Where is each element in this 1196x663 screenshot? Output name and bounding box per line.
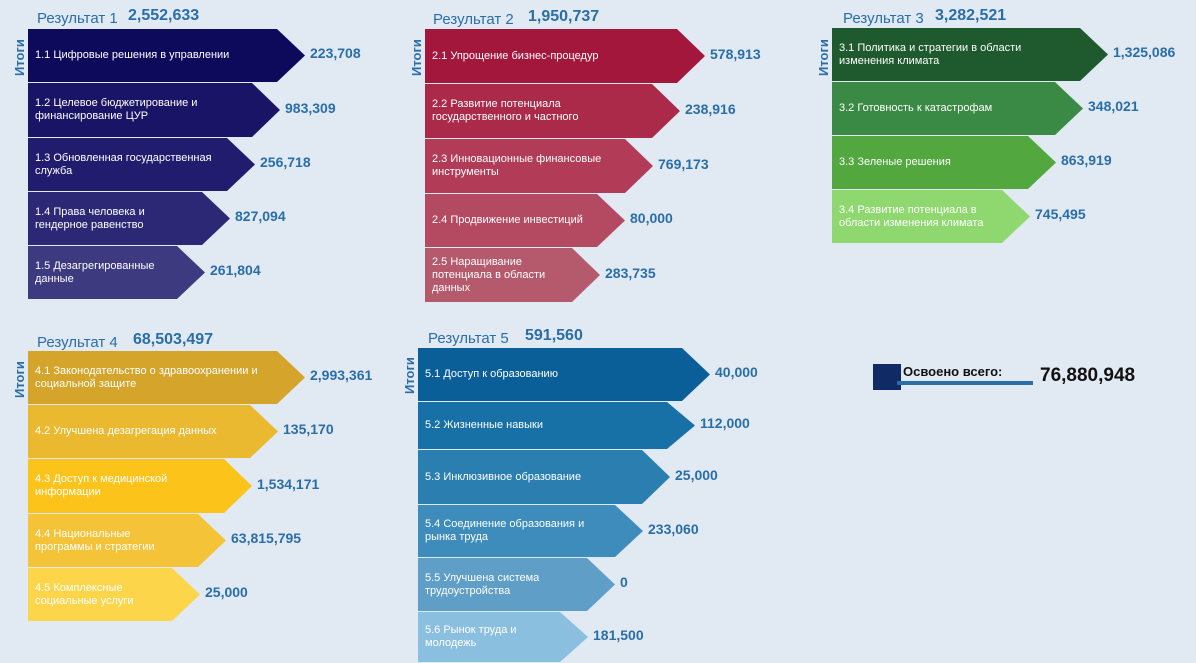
arrow-shape: 5.4 Соединение образования и рынка труда <box>418 505 643 557</box>
group-title: Результат 3 <box>843 10 924 27</box>
group-total: 2,552,633 <box>128 7 200 24</box>
item-value: 1,534,171 <box>257 475 320 492</box>
summary-label: Освоено всего: <box>903 364 1003 379</box>
item-label: 4.5 Комплексные социальные услуги <box>35 581 134 607</box>
arrow-shape: 1.4 Права человека и гендерное равенство <box>28 192 230 245</box>
item-value: 238,916 <box>685 100 736 117</box>
group-title: Результат 2 <box>433 11 514 28</box>
item-label: 1.5 Дезагрегированные данные <box>35 259 155 285</box>
item-value: 25,000 <box>205 584 248 600</box>
arrow-shape: 2.2 Развитие потенциала государственного… <box>425 84 680 138</box>
item-value: 112,000 <box>700 415 750 431</box>
summary-icon <box>873 364 901 390</box>
item-value: 135,170 <box>283 421 334 437</box>
item-value: 348,021 <box>1088 98 1139 114</box>
item-value: 983,309 <box>285 99 336 116</box>
item-label: 3.4 Развитие потенциала в области измене… <box>839 203 984 229</box>
arrow-shape: 5.3 Инклюзивное образование <box>418 450 670 504</box>
item-label: 2.4 Продвижение инвестиций <box>432 214 583 226</box>
item-label: 5.6 Рынок труда и молодежь <box>425 624 517 649</box>
item-value: 1,325,086 <box>1113 44 1176 60</box>
item-label: 5.3 Инклюзивное образование <box>425 470 582 483</box>
arrow-shape: 5.5 Улучшена система трудоустройства <box>418 558 615 611</box>
item-value: 769,173 <box>658 155 709 172</box>
arrow-shape: 2.1 Упрощение бизнес-процедур <box>425 29 705 83</box>
item-value: 233,060 <box>648 520 699 537</box>
arrow-shape: 5.1 Доступ к образованию <box>418 348 710 401</box>
item-label: 2.5 Наращивание потенциала в области дан… <box>432 255 546 294</box>
arrow-shape: 3.1 Политика и стратегии в области измен… <box>832 28 1108 81</box>
arrow-shape: 4.2 Улучшена дезагрегация данных <box>28 405 278 458</box>
item-value: 223,708 <box>310 45 361 61</box>
group-total: 68,503,497 <box>133 331 214 348</box>
item-label: 5.5 Улучшена система трудоустройства <box>425 571 540 597</box>
arrow-shape: 3.2 Готовность к катастрофам <box>832 82 1083 135</box>
arrow-shape: 4.1 Законодательство о здравоохранении и… <box>28 351 305 404</box>
item-label: 2.2 Развитие потенциала государственного… <box>432 98 579 123</box>
arrow-shape: 3.3 Зеленые решения <box>832 136 1056 189</box>
group-total: 591,560 <box>525 327 583 344</box>
group-title: Результат 4 <box>37 334 118 351</box>
arrow-shape: 2.5 Наращивание потенциала в области дан… <box>425 248 600 302</box>
item-value: 256,718 <box>260 154 311 170</box>
group-title: Результат 5 <box>428 330 509 347</box>
arrow-shape: 1.3 Обновленная государственная служба <box>28 138 255 191</box>
item-value: 863,919 <box>1061 152 1112 168</box>
side-label: Итоги <box>402 357 417 394</box>
item-label: 1.2 Целевое бюджетирование и финансирова… <box>35 97 198 122</box>
arrow-shape: 5.2 Жизненные навыки <box>418 402 695 449</box>
item-label: 4.1 Законодательство о здравоохранении и… <box>35 364 258 390</box>
group-title: Результат 1 <box>37 10 118 27</box>
arrow-shape: 4.4 Национальные программы и стратегии <box>28 514 226 567</box>
item-label: 3.2 Готовность к катастрофам <box>839 102 993 114</box>
group-total: 3,282,521 <box>935 7 1007 24</box>
item-label: 5.1 Доступ к образованию <box>425 368 558 380</box>
item-label: 1.3 Обновленная государственная служба <box>35 151 212 177</box>
group-total: 1,950,737 <box>528 8 600 25</box>
item-value: 283,735 <box>605 264 656 281</box>
side-label: Итоги <box>409 39 424 76</box>
item-value: 181,500 <box>593 626 644 643</box>
arrow-shape: 2.3 Инновационные финансовые инструменты <box>425 139 653 193</box>
arrow-shape: 4.3 Доступ к медицинской информации <box>28 459 252 513</box>
side-label: Итоги <box>12 361 27 398</box>
item-label: 3.3 Зеленые решения <box>839 156 951 168</box>
item-value: 745,495 <box>1035 206 1086 222</box>
summary-value: 76,880,948 <box>1040 365 1136 386</box>
item-label: 2.3 Инновационные финансовые инструменты <box>432 153 602 178</box>
arrow-shape: 1.1 Цифровые решения в управлении <box>28 29 305 82</box>
item-value: 63,815,795 <box>231 530 302 546</box>
arrow-shape: 3.4 Развитие потенциала в области измене… <box>832 190 1030 243</box>
item-label: 2.1 Упрощение бизнес-процедур <box>432 49 599 62</box>
item-value: 578,913 <box>710 45 761 62</box>
item-value: 0 <box>620 574 628 590</box>
item-value: 25,000 <box>675 466 718 483</box>
item-value: 827,094 <box>235 208 286 224</box>
item-label: 1.1 Цифровые решения в управлении <box>35 49 230 61</box>
arrow-shape: 1.5 Дезагрегированные данные <box>28 246 205 299</box>
item-label: 4.4 Национальные программы и стратегии <box>35 527 155 553</box>
side-label: Итоги <box>12 39 27 76</box>
item-label: 1.4 Права человека и гендерное равенство <box>35 205 145 231</box>
side-label: Итоги <box>816 39 831 76</box>
item-value: 2,993,361 <box>310 367 373 383</box>
arrow-shape: 1.2 Целевое бюджетирование и финансирова… <box>28 83 280 137</box>
arrow-shape: 5.6 Рынок труда и молодежь <box>418 612 588 662</box>
item-label: 4.3 Доступ к медицинской информации <box>35 473 168 498</box>
summary-line <box>897 381 1033 385</box>
arrow-shape: 2.4 Продвижение инвестиций <box>425 194 625 247</box>
item-value: 80,000 <box>630 210 673 226</box>
item-label: 5.2 Жизненные навыки <box>425 419 544 431</box>
item-value: 40,000 <box>715 364 758 380</box>
item-value: 261,804 <box>210 262 261 278</box>
item-label: 5.4 Соединение образования и рынка труда <box>425 518 585 543</box>
item-label: 3.1 Политика и стратегии в области измен… <box>839 41 1022 67</box>
arrow-shape: 4.5 Комплексные социальные услуги <box>28 568 200 621</box>
item-label: 4.2 Улучшена дезагрегация данных <box>35 425 217 437</box>
